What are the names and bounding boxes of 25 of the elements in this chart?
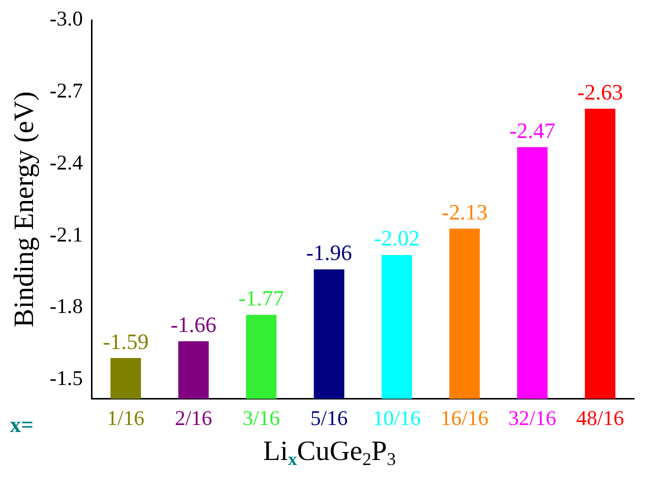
- data-label: -1.96: [306, 240, 352, 266]
- x-tick-label: 1/16: [107, 406, 144, 430]
- x-tick-label: 16/16: [440, 406, 488, 430]
- x-tick-label: 48/16: [576, 406, 624, 430]
- text: x=: [10, 412, 34, 438]
- x-tick-label: 10/16: [372, 406, 421, 430]
- y-tick-label: -2.7: [50, 78, 83, 102]
- data-label: -2.63: [577, 79, 624, 104]
- x-tick-label: 2/16: [174, 406, 212, 430]
- y-tick-label: -2.4: [50, 150, 84, 174]
- y-axis-title: Binding Energy (eV): [9, 91, 40, 328]
- x-tick-label: 32/16: [508, 406, 556, 430]
- data-label: -1.66: [170, 312, 216, 338]
- y-tick-label: -2.1: [50, 222, 83, 246]
- data-label: -1.77: [238, 286, 284, 311]
- x-tick-label: 5/16: [310, 406, 348, 430]
- x-tick-label: 3/16: [242, 406, 280, 430]
- y-tick-label: -3.0: [50, 6, 83, 31]
- data-label: -2.02: [374, 226, 420, 251]
- data-label: -1.59: [102, 328, 149, 354]
- data-label: -2.13: [442, 199, 488, 224]
- y-tick-label: -1.8: [50, 294, 83, 318]
- y-tick-label: -1.5: [50, 366, 83, 390]
- data-label: -2.47: [509, 118, 556, 143]
- x-axis-title: Li$_{x}$CuGe$_{2}$P$_{3}$: [262, 436, 397, 470]
